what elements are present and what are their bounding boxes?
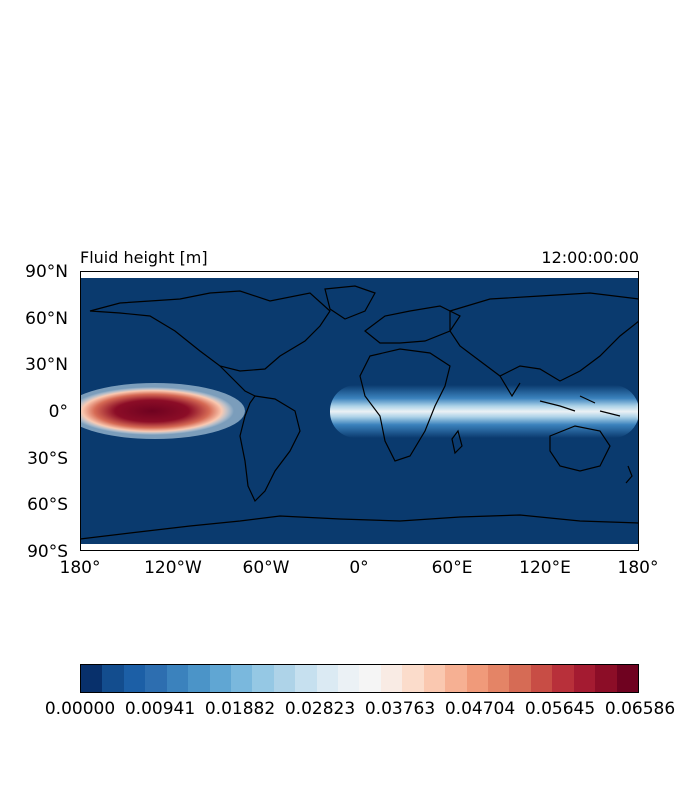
colorbar-swatch <box>273 665 296 692</box>
map-border <box>80 271 639 551</box>
colorbar-tick: 0.03763 <box>364 699 436 719</box>
colorbar-swatch <box>81 665 103 692</box>
map-title: Fluid height [m] <box>80 248 208 267</box>
colorbar-swatch <box>209 665 231 692</box>
colorbar-swatch <box>402 665 424 692</box>
lat-tick-0: 0° <box>48 402 68 422</box>
colorbar-swatch <box>616 665 638 692</box>
lat-tick-90n: 90°N <box>25 262 68 282</box>
colorbar-swatch <box>595 665 617 692</box>
equatorial-band-east <box>330 385 639 438</box>
lat-tick-30s: 30°S <box>27 449 68 469</box>
colorbar-swatch <box>338 665 360 692</box>
coastlines <box>80 285 639 540</box>
colorbar-swatch <box>316 665 339 692</box>
colorbar-swatch <box>380 665 403 692</box>
colorbar-tick: 0.04704 <box>444 699 516 719</box>
colorbar-swatch <box>466 665 489 692</box>
colorbar-swatch <box>359 665 381 692</box>
colorbar-swatch <box>188 665 210 692</box>
colorbar-swatch <box>123 665 146 692</box>
lon-tick-60w: 60°W <box>242 558 290 578</box>
world-map <box>80 271 639 551</box>
colorbar-tick: 0.02823 <box>284 699 356 719</box>
colorbar-swatch <box>530 665 553 692</box>
colorbar-swatch <box>252 665 274 692</box>
colorbar-swatch <box>488 665 510 692</box>
colorbar-swatch <box>423 665 446 692</box>
lat-tick-90s: 90°S <box>27 542 68 562</box>
colorbar-swatch <box>552 665 574 692</box>
colorbar-swatch <box>573 665 596 692</box>
lat-tick-30n: 30°N <box>25 355 68 375</box>
height-anomaly-east-edge <box>614 391 639 431</box>
colorbar-tick: 0.00941 <box>124 699 196 719</box>
lat-tick-60n: 60°N <box>25 309 68 329</box>
lat-tick-60s: 60°S <box>27 495 68 515</box>
colorbar-swatch <box>295 665 317 692</box>
lon-tick-0: 0° <box>349 558 369 578</box>
lon-tick-60e: 60°E <box>431 558 473 578</box>
colorbar-tick: 0.06586 <box>604 699 676 719</box>
colorbar-tick: 0.05645 <box>524 699 596 719</box>
colorbar-swatch <box>445 665 467 692</box>
colorbar-swatch <box>230 665 253 692</box>
time-label: 12:00:00:00 <box>541 248 639 267</box>
height-anomaly-core <box>80 387 234 435</box>
lon-tick-120e: 120°E <box>519 558 571 578</box>
colorbar <box>80 664 639 693</box>
lon-tick-120w: 120°W <box>144 558 202 578</box>
lon-tick-180e: 180° <box>617 558 659 578</box>
colorbar-tick: 0.00000 <box>44 699 116 719</box>
colorbar-tick: 0.01882 <box>204 699 276 719</box>
colorbar-swatch <box>102 665 124 692</box>
colorbar-swatch <box>166 665 189 692</box>
colorbar-swatch <box>145 665 167 692</box>
colorbar-swatch <box>509 665 531 692</box>
lon-tick-180w: 180° <box>59 558 101 578</box>
